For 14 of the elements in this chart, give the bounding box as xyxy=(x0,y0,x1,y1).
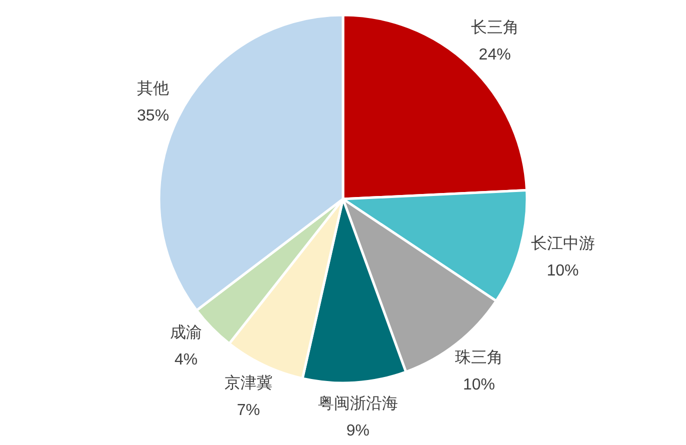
slice-label: 长三角 xyxy=(470,18,519,36)
data-label: 4% xyxy=(174,351,198,368)
slice-label: 京津冀 xyxy=(224,374,272,392)
data-label: 10% xyxy=(546,262,579,280)
slice-label: 粤闽浙沿海 xyxy=(318,394,398,413)
slice-label: 长江中游 xyxy=(530,234,595,253)
data-label: 7% xyxy=(236,402,260,419)
data-label: 9% xyxy=(346,422,370,440)
data-label: 35% xyxy=(137,107,170,124)
slice-label: 珠三角 xyxy=(454,348,503,366)
data-label: 24% xyxy=(478,46,511,64)
slice-label: 成渝 xyxy=(170,323,202,342)
data-label: 10% xyxy=(462,376,496,394)
slice-label: 其他 xyxy=(137,79,170,98)
